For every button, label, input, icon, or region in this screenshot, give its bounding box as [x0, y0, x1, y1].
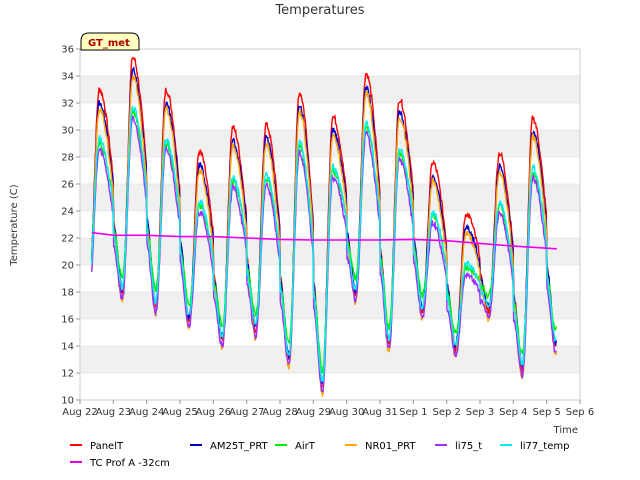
plot-band: [80, 292, 580, 319]
plot-frame: [79, 48, 581, 401]
y-tick-label: 16: [61, 315, 74, 326]
legend-label: AM25T_PRT: [210, 441, 269, 452]
x-tick-label: Aug 23: [96, 407, 131, 418]
station-badge-text: GT_met: [88, 38, 130, 49]
x-tick-label: Aug 29: [296, 407, 331, 418]
series-line-tc-prof-a-32cm: [91, 231, 557, 250]
legend-item: AM25T_PRT: [190, 441, 269, 452]
x-tick-label: Sep 1: [399, 407, 427, 418]
y-tick-label: 28: [61, 153, 74, 164]
x-tick-label: Aug 30: [329, 407, 364, 418]
x-tick-label: Aug 22: [62, 407, 97, 418]
x-tick-label: Sep 4: [499, 407, 527, 418]
y-tick-label: 10: [61, 396, 74, 407]
y-tick-label: 34: [61, 72, 74, 83]
series-line-li75-t: [91, 115, 557, 393]
legend-label: li75_t: [455, 441, 482, 452]
legend-label: li77_temp: [520, 441, 569, 452]
x-tick-label: Sep 2: [432, 407, 460, 418]
x-tick-label: Aug 25: [162, 407, 197, 418]
y-tick-label: 24: [61, 207, 74, 218]
y-tick-label: 20: [61, 261, 74, 272]
chart-title: Temperatures: [274, 3, 364, 18]
legend-label: NR01_PRT: [365, 441, 416, 452]
y-axis-ticks: 10 12 14 16 18 20 22 24 26 28 30 32 34 36: [61, 45, 80, 407]
legend-item: li77_temp: [500, 441, 569, 452]
y-tick-label: 36: [61, 45, 74, 56]
legend-item: li75_t: [435, 441, 482, 452]
y-tick-label: 30: [61, 126, 74, 137]
plot-band: [80, 238, 580, 265]
x-tick-label: Sep 6: [566, 407, 594, 418]
plot-band: [80, 76, 580, 103]
y-tick-label: 26: [61, 180, 74, 191]
y-tick-label: 12: [61, 369, 74, 380]
x-tick-label: Aug 26: [196, 407, 231, 418]
y-axis-label: Temperature (C): [9, 184, 20, 266]
legend: PanelT AM25T_PRT AirT NR01_PRT li75_t li77_te…: [70, 441, 569, 469]
legend-label: TC Prof A -32cm: [89, 458, 170, 469]
plot-band: [80, 346, 580, 373]
x-tick-label: Aug 27: [229, 407, 264, 418]
series-line-li77-temp: [91, 105, 557, 384]
legend-item: AirT: [275, 441, 316, 452]
series-layer: [91, 56, 557, 399]
legend-label: PanelT: [90, 441, 124, 452]
y-tick-label: 18: [61, 288, 74, 299]
x-tick-label: Aug 28: [262, 407, 297, 418]
y-tick-label: 22: [61, 234, 74, 245]
legend-label: AirT: [295, 441, 316, 452]
x-tick-label: Aug 24: [129, 407, 164, 418]
legend-item: NR01_PRT: [345, 441, 416, 452]
legend-item: PanelT: [70, 441, 124, 452]
legend-item: TC Prof A -32cm: [70, 458, 170, 469]
x-tick-label: Sep 5: [532, 407, 560, 418]
x-tick-label: Sep 3: [466, 407, 494, 418]
x-axis-label: Time: [553, 425, 578, 436]
station-badge: GT_met: [80, 32, 140, 51]
y-tick-label: 14: [61, 342, 74, 353]
x-tick-label: Aug 31: [362, 407, 397, 418]
y-tick-label: 32: [61, 99, 74, 110]
